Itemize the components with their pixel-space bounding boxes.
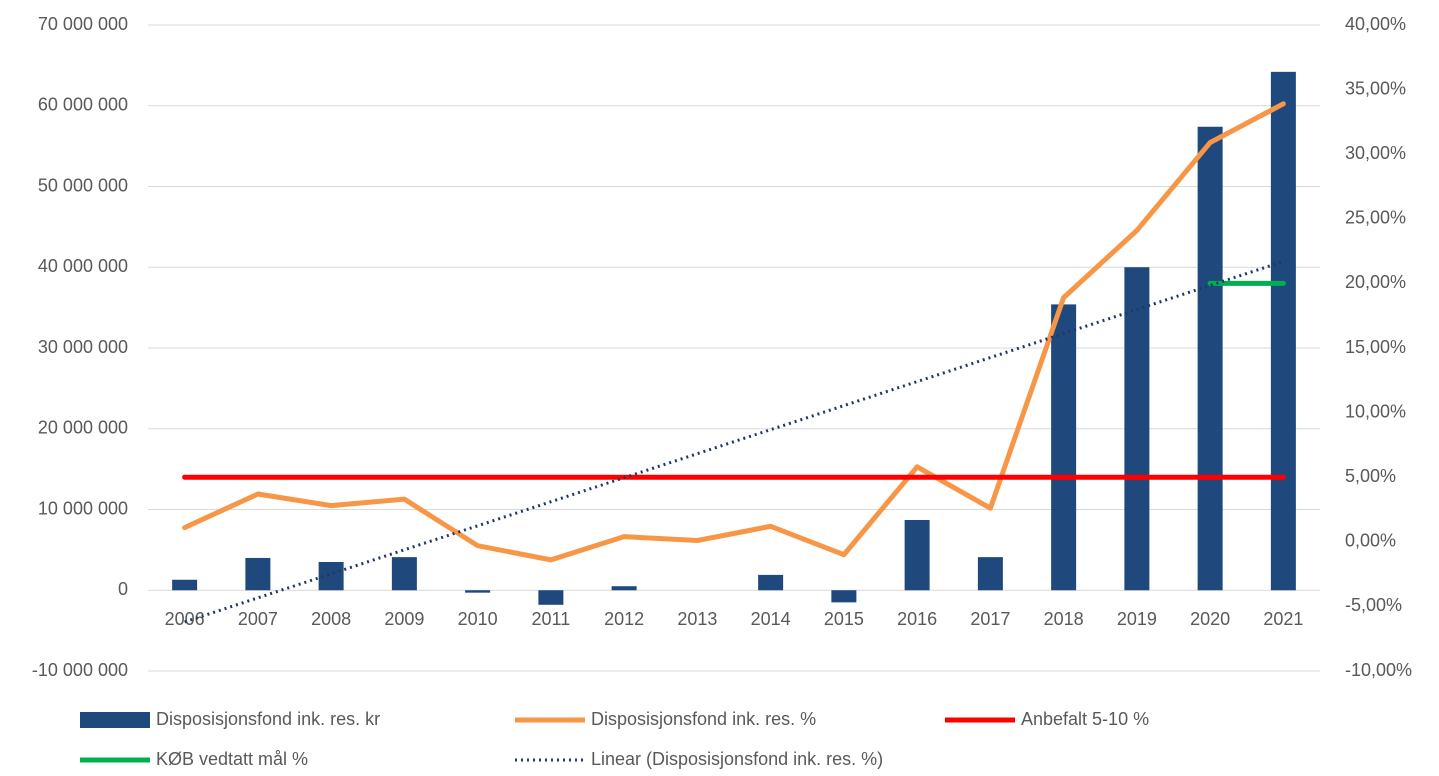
x-tick-label: 2012: [604, 609, 644, 629]
y-tick-label: 70 000 000: [38, 14, 128, 34]
bar: [172, 579, 198, 591]
x-tick-label: 2018: [1044, 609, 1084, 629]
legend-label: KØB vedtatt mål %: [156, 749, 308, 769]
bar: [1051, 304, 1077, 591]
y2-tick-label: 0,00%: [1345, 531, 1396, 551]
bar: [538, 590, 564, 605]
y-tick-label: 50 000 000: [38, 175, 128, 195]
bar: [465, 590, 491, 593]
y2-tick-label: 40,00%: [1345, 14, 1406, 34]
bar: [1197, 126, 1223, 591]
y2-tick-label: -5,00%: [1345, 595, 1402, 615]
line: [184, 260, 1284, 624]
y2-tick-label: 5,00%: [1345, 466, 1396, 486]
y-tick-label: 40 000 000: [38, 256, 128, 276]
y-tick-label: 0: [118, 579, 128, 599]
bar: [1270, 71, 1296, 591]
legend-label: Disposisjonsfond ink. res. %: [591, 709, 816, 729]
y2-tick-label: 30,00%: [1345, 143, 1406, 163]
x-tick-label: 2010: [458, 609, 498, 629]
x-tick-label: 2008: [311, 609, 351, 629]
bar: [977, 557, 1003, 591]
x-tick-label: 2015: [824, 609, 864, 629]
bar: [391, 557, 417, 591]
line: [182, 101, 1286, 563]
x-tick-label: 2009: [384, 609, 424, 629]
x-tick-label: 2013: [677, 609, 717, 629]
x-tick-label: 2017: [970, 609, 1010, 629]
bar: [831, 590, 857, 603]
y-tick-label: 10 000 000: [38, 498, 128, 518]
x-tick-label: 2016: [897, 609, 937, 629]
y-tick-label: 30 000 000: [38, 337, 128, 357]
x-tick-label: 2007: [238, 609, 278, 629]
y2-tick-label: 20,00%: [1345, 272, 1406, 292]
x-tick-label: 2014: [751, 609, 791, 629]
x-tick-label: 2019: [1117, 609, 1157, 629]
y-tick-label: -10 000 000: [32, 660, 128, 680]
x-tick-label: 2006: [165, 609, 205, 629]
bar: [245, 557, 271, 591]
bar: [758, 574, 784, 591]
legend-swatch: [80, 712, 150, 728]
x-tick-label: 2020: [1190, 609, 1230, 629]
y2-tick-label: 10,00%: [1345, 401, 1406, 421]
legend-label: Linear (Disposisjonsfond ink. res. %): [591, 749, 883, 769]
bar: [904, 519, 930, 591]
legend-label: Anbefalt 5-10 %: [1021, 709, 1149, 729]
y2-tick-label: 25,00%: [1345, 208, 1406, 228]
bar: [1124, 267, 1150, 591]
x-tick-label: 2011: [532, 609, 571, 629]
y2-tick-label: 15,00%: [1345, 337, 1406, 357]
y-tick-label: 60 000 000: [38, 95, 128, 115]
y2-tick-label: -10,00%: [1345, 660, 1412, 680]
y-tick-label: 20 000 000: [38, 418, 128, 438]
legend-label: Disposisjonsfond ink. res. kr: [156, 709, 380, 729]
y2-tick-label: 35,00%: [1345, 78, 1406, 98]
bar: [611, 586, 637, 591]
x-tick-label: 2021: [1263, 609, 1303, 629]
